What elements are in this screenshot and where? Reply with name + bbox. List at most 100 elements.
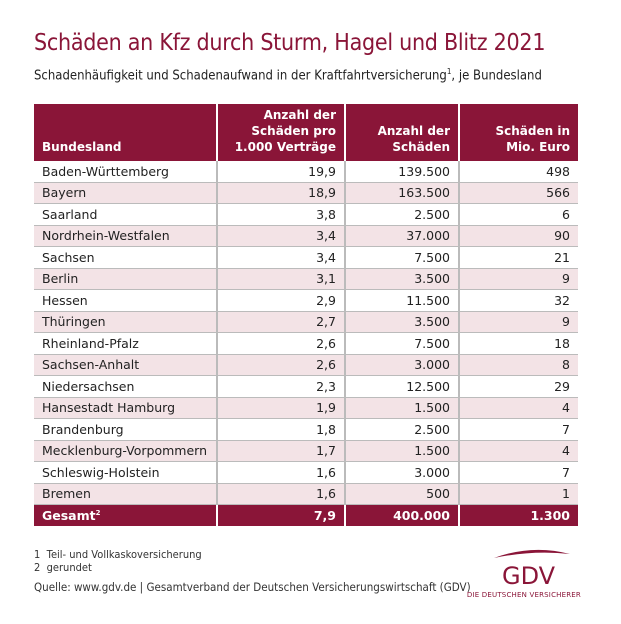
footnote-1: 1 Teil- und Vollkaskoversicherung [34, 548, 202, 561]
footnote-2: 2 gerundet [34, 561, 92, 574]
table-cell: 500 [344, 483, 459, 505]
table-row: Sachsen-Anhalt 2,6 3.000 8 [34, 354, 578, 376]
table-cell: 1,8 [216, 418, 345, 441]
table-cell: 32 [458, 289, 578, 312]
table-cell: 2,6 [216, 332, 345, 355]
state-name: Rheinland-Pfalz [34, 332, 217, 355]
table-cell: 566 [458, 182, 578, 204]
table-cell: 3,4 [216, 225, 345, 247]
table-cell: 19,9 [216, 161, 345, 183]
state-name: Saarland [34, 203, 217, 226]
column-header: Schäden in Mio. Euro [458, 104, 578, 161]
table-row: Bremen 1,6 500 1 [34, 483, 578, 505]
table-cell: 2,6 [216, 354, 345, 376]
footnote-text: gerundet [46, 561, 92, 574]
state-name: Bayern [34, 182, 217, 204]
table-cell: 1,7 [216, 440, 345, 462]
subtitle-text: Schadenhäufigkeit und Schadenaufwand in … [34, 68, 447, 84]
damage-table: Bundesland Anzahl der Schäden pro 1.000 V… [34, 104, 578, 526]
footnote-number: 1 [34, 548, 41, 561]
state-name: Bremen [34, 483, 217, 505]
footnote-ref: 1 [446, 67, 452, 76]
table-cell: 3,8 [216, 203, 345, 226]
table-cell: 6 [458, 203, 578, 226]
table-cell: 3.000 [344, 461, 459, 484]
table-row: Thüringen 2,7 3.500 9 [34, 311, 578, 333]
table-cell: 1.500 [344, 440, 459, 462]
footnote-text: Teil- und Vollkaskoversicherung [46, 548, 202, 561]
table-cell: 9 [458, 311, 578, 333]
footnote-number: 2 [34, 561, 41, 574]
state-name: Mecklenburg-Vorpommern [34, 440, 217, 462]
state-name: Baden-Württemberg [34, 161, 217, 183]
table-row: Saarland 3,8 2.500 6 [34, 203, 578, 226]
logo-text: GDV [502, 562, 556, 588]
total-value: 400.000 [344, 504, 459, 526]
table-cell: 3,4 [216, 246, 345, 269]
state-name: Sachsen-Anhalt [34, 354, 217, 376]
table-row: Berlin 3,1 3.500 9 [34, 268, 578, 290]
state-name: Hansestadt Hamburg [34, 397, 217, 419]
table-cell: 37.000 [344, 225, 459, 247]
column-header: Anzahl der Schäden pro 1.000 Verträge [216, 104, 345, 161]
column-header: Anzahl der Schäden [344, 104, 459, 161]
state-name: Nordrhein-Westfalen [34, 225, 217, 247]
table-cell: 139.500 [344, 161, 459, 183]
table-row: Rheinland-Pfalz 2,6 7.500 18 [34, 332, 578, 355]
table-cell: 8 [458, 354, 578, 376]
table-cell: 7.500 [344, 332, 459, 355]
table-row: Nordrhein-Westfalen 3,4 37.000 90 [34, 225, 578, 247]
table-row: Brandenburg 1,8 2.500 7 [34, 418, 578, 441]
logo-tagline: DIE DEUTSCHEN VERSICHERER [466, 591, 581, 599]
table-cell: 1,6 [216, 483, 345, 505]
table-row: Hessen 2,9 11.500 32 [34, 289, 578, 312]
table-cell: 7 [458, 461, 578, 484]
table-cell: 1 [458, 483, 578, 505]
state-name: Brandenburg [34, 418, 217, 441]
source-line: Quelle: www.gdv.de | Gesamtverband der D… [34, 580, 471, 594]
table-cell: 4 [458, 397, 578, 419]
table-cell: 90 [458, 225, 578, 247]
table-row: Niedersachsen 2,3 12.500 29 [34, 375, 578, 398]
table-cell: 2,9 [216, 289, 345, 312]
table-cell: 7.500 [344, 246, 459, 269]
table-cell: 2,3 [216, 375, 345, 398]
page-title: Schäden an Kfz durch Sturm, Hagel und Bl… [34, 30, 546, 56]
table-cell: 2,7 [216, 311, 345, 333]
table-cell: 4 [458, 440, 578, 462]
state-name: Berlin [34, 268, 217, 290]
table-cell: 18,9 [216, 182, 345, 204]
state-name: Niedersachsen [34, 375, 217, 398]
table-header: Bundesland Anzahl der Schäden pro 1.000 V… [34, 104, 578, 161]
table-cell: 9 [458, 268, 578, 290]
footnote-ref: 2 [95, 508, 101, 517]
table-cell: 3.000 [344, 354, 459, 376]
total-value: 7,9 [216, 504, 345, 526]
table-cell: 1.500 [344, 397, 459, 419]
total-label: Gesamt2 [34, 504, 217, 526]
total-row: Gesamt2 7,9 400.000 1.300 [34, 504, 578, 526]
table-cell: 21 [458, 246, 578, 269]
table-cell: 163.500 [344, 182, 459, 204]
state-name: Thüringen [34, 311, 217, 333]
state-name: Sachsen [34, 246, 217, 269]
total-label-text: Gesamt [42, 507, 96, 523]
table-cell: 3,1 [216, 268, 345, 290]
table-cell: 7 [458, 418, 578, 441]
table-row: Mecklenburg-Vorpommern 1,7 1.500 4 [34, 440, 578, 462]
subtitle: Schadenhäufigkeit und Schadenaufwand in … [34, 67, 542, 83]
table-cell: 498 [458, 161, 578, 183]
table-row: Hansestadt Hamburg 1,9 1.500 4 [34, 397, 578, 419]
gdv-logo: GDV [492, 546, 572, 590]
table-cell: 3.500 [344, 268, 459, 290]
table-cell: 2.500 [344, 203, 459, 226]
table-cell: 29 [458, 375, 578, 398]
total-value: 1.300 [458, 504, 578, 526]
table-cell: 2.500 [344, 418, 459, 441]
table-row: Bayern 18,9 163.500 566 [34, 182, 578, 204]
column-header: Bundesland [34, 104, 217, 161]
table-row: Sachsen 3,4 7.500 21 [34, 246, 578, 269]
table-cell: 1,9 [216, 397, 345, 419]
table-cell: 3.500 [344, 311, 459, 333]
